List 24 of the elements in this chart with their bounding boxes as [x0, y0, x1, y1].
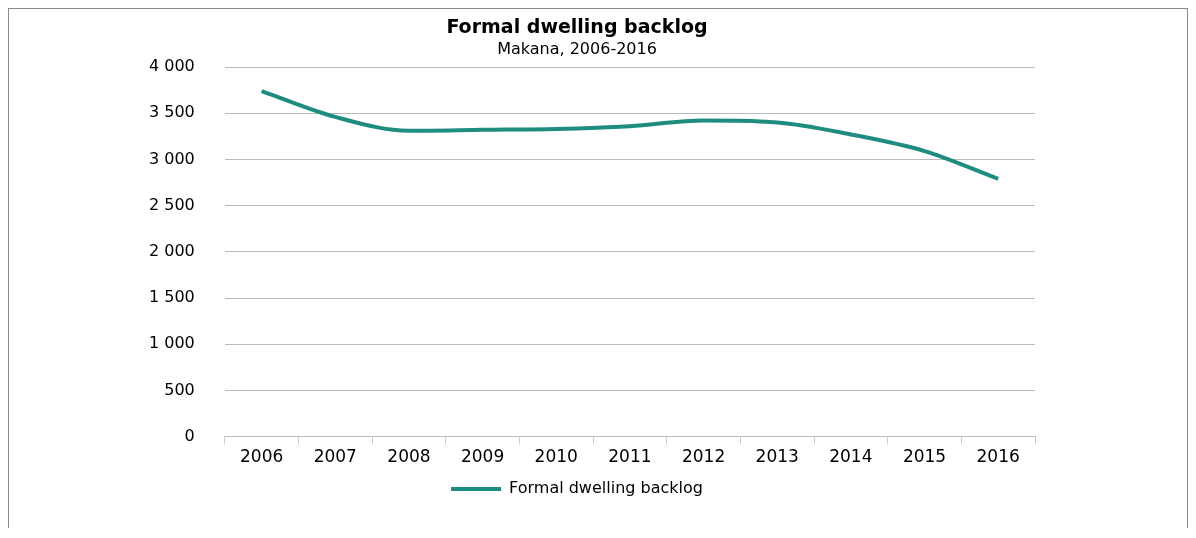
y-tick-label: 3 000 [148, 148, 195, 168]
y-tick-label: 2 000 [148, 240, 195, 260]
x-tick-label: 2007 [313, 446, 357, 467]
x-tick-label: 2012 [681, 446, 726, 467]
x-tick-label: 2008 [387, 446, 431, 467]
x-tick-label: 2015 [902, 446, 947, 467]
y-tick-label: 0 [184, 425, 195, 445]
x-tick-label: 2014 [829, 446, 873, 467]
chart-subtitle: Makana, 2006-2016 [497, 38, 657, 58]
chart-title: Formal dwelling backlog [446, 15, 708, 38]
x-tick-label: 2006 [240, 446, 284, 467]
x-tick-label: 2011 [608, 446, 652, 467]
y-tick-label: 1 500 [148, 287, 195, 307]
line-series [259, 89, 1001, 181]
legend-label: Formal dwelling backlog [509, 478, 703, 498]
x-tick-label: 2013 [755, 446, 799, 467]
y-tick-label: 1 000 [148, 333, 195, 353]
x-tick-label: 2010 [534, 446, 578, 467]
y-tick-label: 4 000 [148, 56, 195, 76]
y-tick-label: 2 500 [148, 194, 195, 214]
x-tick-label: 2009 [460, 446, 505, 467]
x-tick-label: 2016 [976, 446, 1020, 467]
y-tick-label: 3 500 [148, 102, 195, 122]
y-tick-label: 500 [164, 379, 195, 399]
